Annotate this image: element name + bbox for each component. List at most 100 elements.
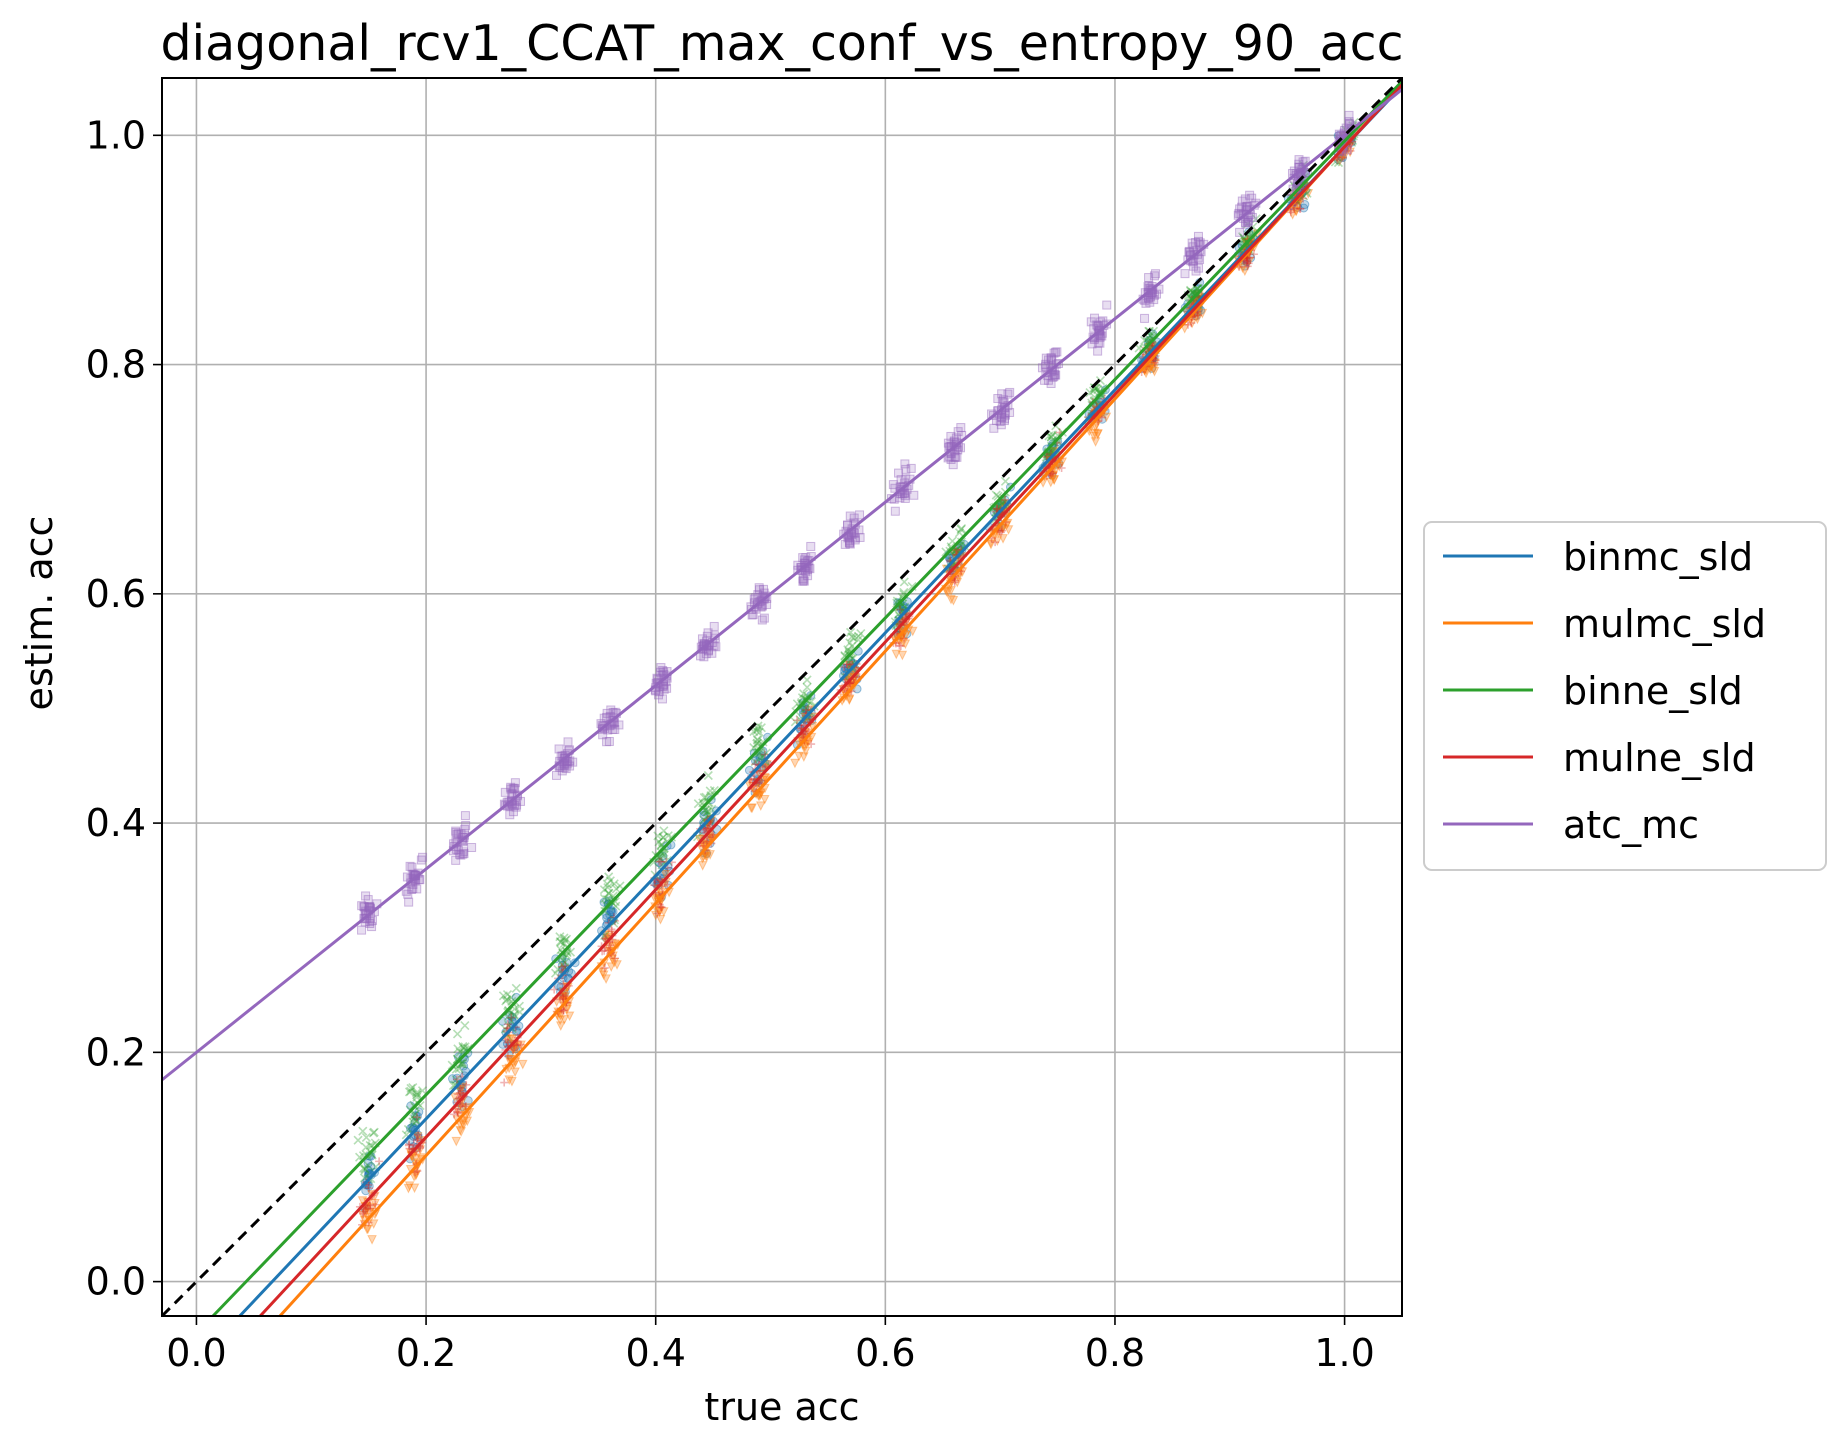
point-binmc_sld-1-11 — [410, 1117, 420, 1127]
point-binne_sld-9-13 — [802, 682, 812, 692]
point-mulne_sld-2-13 — [454, 1090, 463, 1099]
point-atc_mc-6-16 — [655, 667, 665, 677]
point-binmc_sld-11-5 — [896, 604, 906, 614]
point-mulne_sld-18-3 — [1243, 262, 1252, 271]
point-atc_mc-2-12 — [458, 849, 468, 859]
point-atc_mc-12-25 — [946, 431, 956, 441]
point-atc_mc-3-17 — [510, 783, 520, 793]
point-atc_mc-7-9 — [711, 642, 721, 652]
point-mulmc_sld-17-21 — [1192, 311, 1202, 322]
point-atc_mc-14-2 — [1041, 361, 1051, 371]
point-atc_mc-9-25 — [800, 555, 810, 565]
point-binne_sld-14-5 — [1047, 430, 1058, 440]
point-atc_mc-15-12 — [1096, 317, 1106, 327]
point-atc_mc-4-15 — [563, 737, 573, 747]
point-atc_mc-6-27 — [656, 663, 666, 673]
point-mulne_sld-10-13 — [840, 662, 849, 671]
y-axis-label: estim. acc — [17, 516, 61, 711]
point-atc_mc-17-2 — [1195, 238, 1205, 248]
point-mulne_sld-14-16 — [1048, 469, 1057, 478]
point-binmc_sld-16-3 — [1147, 363, 1157, 373]
point-binne_sld-1-3 — [408, 1083, 418, 1093]
point-atc_mc-13-15 — [997, 413, 1007, 423]
point-atc_mc-17-18 — [1184, 247, 1194, 257]
point-mulmc_sld-12-20 — [953, 573, 964, 583]
point-mulne_sld-18-2 — [1245, 253, 1254, 262]
point-binne_sld-12-19 — [956, 524, 967, 534]
point-mulmc_sld-8-16 — [754, 791, 765, 802]
point-atc_mc-15-16 — [1093, 321, 1103, 331]
point-atc_mc-13-5 — [997, 397, 1007, 407]
point-binne_sld-4-18 — [553, 964, 563, 974]
point-mulmc_sld-4-7 — [562, 1002, 573, 1012]
point-binne_sld-5-8 — [602, 879, 612, 889]
point-atc_mc-17-20 — [1194, 236, 1204, 246]
point-mulne_sld-1-9 — [414, 1130, 423, 1139]
point-atc_mc-10-18 — [855, 510, 865, 520]
point-mulmc_sld-9-8 — [800, 746, 811, 757]
point-binmc_sld-8-15 — [757, 751, 767, 761]
point-mulmc_sld-19-18 — [1293, 200, 1303, 211]
point-binne_sld-2-7 — [460, 1020, 470, 1031]
point-atc_mc-6-19 — [657, 694, 667, 704]
point-mulne_sld-5-2 — [600, 963, 609, 972]
point-atc_mc-15-17 — [1097, 331, 1107, 341]
point-atc_mc-14-4 — [1047, 355, 1057, 365]
point-binne_sld-6-15 — [653, 831, 663, 841]
point-mulne_sld-19-0 — [1299, 194, 1308, 203]
point-binne_sld-12-15 — [955, 546, 965, 556]
point-mulne_sld-11-14 — [896, 642, 905, 651]
point-binne_sld-2-15 — [447, 1060, 457, 1070]
point-atc_mc-5-25 — [602, 737, 612, 747]
point-mulmc_sld-1-19 — [411, 1171, 421, 1181]
point-binne_sld-6-4 — [658, 832, 668, 842]
point-mulmc_sld-9-12 — [803, 737, 814, 748]
point-binne_sld-1-8 — [404, 1087, 415, 1097]
point-mulmc_sld-13-14 — [998, 523, 1008, 534]
point-mulne_sld-7-12 — [709, 830, 718, 839]
point-mulmc_sld-15-1 — [1089, 428, 1100, 439]
point-atc_mc-7-14 — [709, 621, 719, 631]
point-binne_sld-2-9 — [453, 1044, 463, 1054]
point-mulmc_sld-20-2 — [1334, 156, 1345, 166]
point-binne_sld-6-13 — [662, 856, 672, 866]
point-mulne_sld-14-17 — [1042, 452, 1051, 461]
point-atc_mc-13-1 — [1000, 409, 1010, 419]
point-atc_mc-5-3 — [603, 725, 613, 735]
point-atc_mc-0-3 — [365, 918, 375, 928]
point-atc_mc-0-27 — [359, 902, 369, 912]
point-atc_mc-0-17 — [367, 916, 377, 926]
point-binmc_sld-1-13 — [413, 1133, 423, 1143]
point-binne_sld-11-5 — [899, 577, 909, 587]
point-mulne_sld-8-14 — [756, 766, 765, 775]
point-atc_mc-0-7 — [361, 891, 371, 901]
point-mulmc_sld-0-13 — [367, 1235, 377, 1245]
point-atc_mc-18-3 — [1243, 217, 1253, 227]
point-atc_mc-8-12 — [754, 583, 764, 593]
point-mulmc_sld-8-19 — [746, 803, 757, 814]
point-mulne_sld-2-6 — [461, 1102, 470, 1111]
point-binmc_sld-20-16 — [1338, 153, 1348, 163]
point-mulmc_sld-1-13 — [410, 1154, 421, 1164]
point-binne_sld-0-16 — [361, 1142, 371, 1152]
point-mulmc_sld-14-19 — [1049, 475, 1059, 485]
point-binmc_sld-6-6 — [654, 858, 664, 868]
point-atc_mc-5-19 — [608, 708, 618, 718]
point-binne_sld-15-5 — [1093, 384, 1103, 395]
point-atc_mc-12-17 — [943, 438, 953, 448]
point-atc_mc-13-11 — [997, 389, 1007, 399]
point-atc_mc-17-13 — [1184, 246, 1194, 256]
point-atc_mc-1-16 — [405, 861, 415, 871]
point-atc_mc-3-0 — [509, 784, 519, 794]
point-mulne_sld-1-2 — [405, 1140, 414, 1149]
point-atc_mc-7-10 — [703, 646, 713, 656]
point-mulne_sld-0-15 — [359, 1209, 368, 1218]
point-binne_sld-6-0 — [659, 826, 669, 836]
point-binne_sld-8-10 — [754, 727, 764, 737]
point-atc_mc-16-19 — [1149, 295, 1159, 305]
point-binne_sld-5-0 — [599, 885, 609, 895]
point-binne_sld-4-9 — [560, 935, 570, 945]
point-atc_mc-12-6 — [946, 455, 956, 465]
point-atc_mc-3-14 — [506, 784, 516, 794]
point-atc_mc-11-4 — [899, 489, 909, 499]
